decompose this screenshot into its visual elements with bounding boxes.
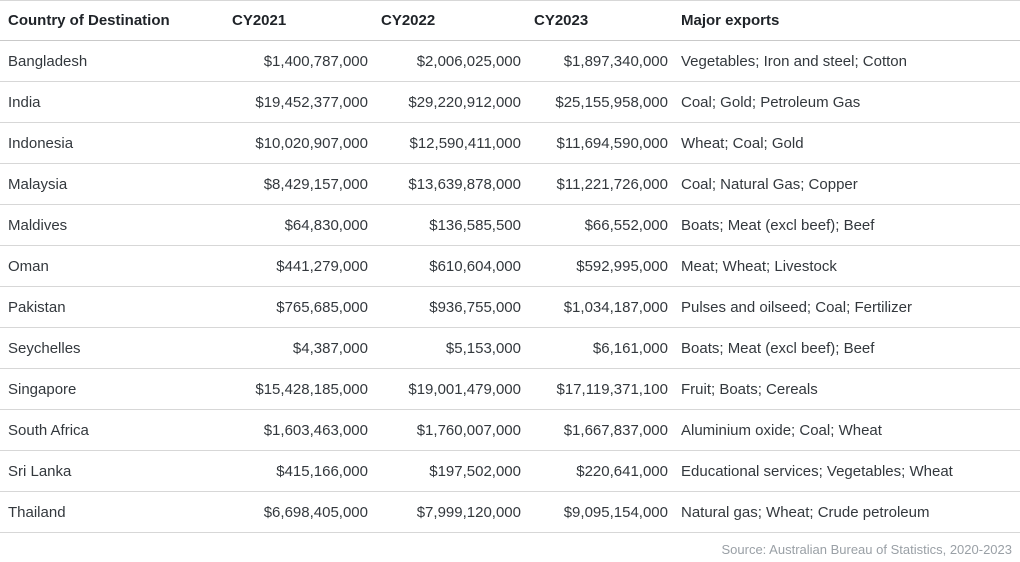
cy2023-cell: $9,095,154,000 (526, 491, 673, 533)
major-exports-cell: Fruit; Boats; Cereals (673, 368, 1020, 410)
major-exports-cell: Educational services; Vegetables; Wheat (673, 450, 1020, 492)
major-exports-cell: Coal; Natural Gas; Copper (673, 163, 1020, 205)
country-cell: Singapore (0, 368, 224, 410)
country-cell: Pakistan (0, 286, 224, 328)
column-header-major-exports: Major exports (673, 0, 1020, 41)
table-row: Maldives $64,830,000 $136,585,500 $66,552,0… (0, 204, 1020, 246)
table-row: Oman $441,279,000 $610,604,000 $592,995,000… (0, 245, 1020, 287)
major-exports-cell: Boats; Meat (excl beef); Beef (673, 327, 1020, 369)
cy2023-cell: $66,552,000 (526, 204, 673, 246)
major-exports-cell: Pulses and oilseed; Coal; Fertilizer (673, 286, 1020, 328)
cy2021-cell: $19,452,377,000 (224, 81, 373, 123)
cy2022-cell: $7,999,120,000 (373, 491, 526, 533)
country-cell: Oman (0, 245, 224, 287)
cy2022-cell: $12,590,411,000 (373, 122, 526, 164)
column-header-country: Country of Destination (0, 0, 224, 41)
country-cell: India (0, 81, 224, 123)
source-attribution: Source: Australian Bureau of Statistics,… (721, 542, 1012, 557)
major-exports-cell: Wheat; Coal; Gold (673, 122, 1020, 164)
table-header: Country of Destination CY2021 CY2022 CY2… (0, 0, 1020, 41)
cy2022-cell: $5,153,000 (373, 327, 526, 369)
cy2021-cell: $4,387,000 (224, 327, 373, 369)
table-row: South Africa $1,603,463,000 $1,760,007,000… (0, 409, 1020, 451)
column-header-cy2021: CY2021 (224, 0, 373, 41)
cy2023-cell: $1,897,340,000 (526, 40, 673, 82)
cy2021-cell: $8,429,157,000 (224, 163, 373, 205)
cy2021-cell: $10,020,907,000 (224, 122, 373, 164)
cy2021-cell: $15,428,185,000 (224, 368, 373, 410)
country-cell: Seychelles (0, 327, 224, 369)
table-row: Malaysia $8,429,157,000 $13,639,878,000 $11… (0, 163, 1020, 205)
country-cell: Bangladesh (0, 40, 224, 82)
cy2023-cell: $11,221,726,000 (526, 163, 673, 205)
exports-by-country-table: Country of Destination CY2021 CY2022 CY2… (0, 0, 1020, 533)
cy2022-cell: $610,604,000 (373, 245, 526, 287)
cy2022-cell: $197,502,000 (373, 450, 526, 492)
table-body: Bangladesh $1,400,787,000 $2,006,025,000 $1… (0, 40, 1020, 533)
table-row: Seychelles $4,387,000 $5,153,000 $6,161,000… (0, 327, 1020, 369)
cy2021-cell: $1,400,787,000 (224, 40, 373, 82)
country-cell: Malaysia (0, 163, 224, 205)
major-exports-cell: Boats; Meat (excl beef); Beef (673, 204, 1020, 246)
cy2021-cell: $64,830,000 (224, 204, 373, 246)
country-cell: South Africa (0, 409, 224, 451)
table-row: Pakistan $765,685,000 $936,755,000 $1,034,1… (0, 286, 1020, 328)
major-exports-cell: Vegetables; Iron and steel; Cotton (673, 40, 1020, 82)
cy2022-cell: $136,585,500 (373, 204, 526, 246)
cy2023-cell: $592,995,000 (526, 245, 673, 287)
major-exports-cell: Coal; Gold; Petroleum Gas (673, 81, 1020, 123)
cy2021-cell: $441,279,000 (224, 245, 373, 287)
cy2023-cell: $1,667,837,000 (526, 409, 673, 451)
table-row: Thailand $6,698,405,000 $7,999,120,000 $9,0… (0, 491, 1020, 533)
column-header-cy2022: CY2022 (373, 0, 526, 41)
table-row: Indonesia $10,020,907,000 $12,590,411,000 $… (0, 122, 1020, 164)
country-cell: Thailand (0, 491, 224, 533)
cy2023-cell: $25,155,958,000 (526, 81, 673, 123)
cy2022-cell: $936,755,000 (373, 286, 526, 328)
table-row: Bangladesh $1,400,787,000 $2,006,025,000 $1… (0, 40, 1020, 82)
cy2021-cell: $1,603,463,000 (224, 409, 373, 451)
cy2023-cell: $17,119,371,100 (526, 368, 673, 410)
country-cell: Indonesia (0, 122, 224, 164)
cy2022-cell: $1,760,007,000 (373, 409, 526, 451)
cy2023-cell: $220,641,000 (526, 450, 673, 492)
country-cell: Sri Lanka (0, 450, 224, 492)
cy2022-cell: $19,001,479,000 (373, 368, 526, 410)
cy2022-cell: $2,006,025,000 (373, 40, 526, 82)
major-exports-cell: Natural gas; Wheat; Crude petroleum (673, 491, 1020, 533)
cy2021-cell: $415,166,000 (224, 450, 373, 492)
cy2023-cell: $11,694,590,000 (526, 122, 673, 164)
cy2023-cell: $6,161,000 (526, 327, 673, 369)
table-row: Sri Lanka $415,166,000 $197,502,000 $220,64… (0, 450, 1020, 492)
column-header-cy2023: CY2023 (526, 0, 673, 41)
cy2021-cell: $765,685,000 (224, 286, 373, 328)
header-row: Country of Destination CY2021 CY2022 CY2… (0, 0, 1020, 41)
cy2021-cell: $6,698,405,000 (224, 491, 373, 533)
cy2022-cell: $13,639,878,000 (373, 163, 526, 205)
country-cell: Maldives (0, 204, 224, 246)
major-exports-cell: Aluminium oxide; Coal; Wheat (673, 409, 1020, 451)
cy2023-cell: $1,034,187,000 (526, 286, 673, 328)
table-row: Singapore $15,428,185,000 $19,001,479,000 $… (0, 368, 1020, 410)
cy2022-cell: $29,220,912,000 (373, 81, 526, 123)
table-row: India $19,452,377,000 $29,220,912,000 $25,1… (0, 81, 1020, 123)
major-exports-cell: Meat; Wheat; Livestock (673, 245, 1020, 287)
